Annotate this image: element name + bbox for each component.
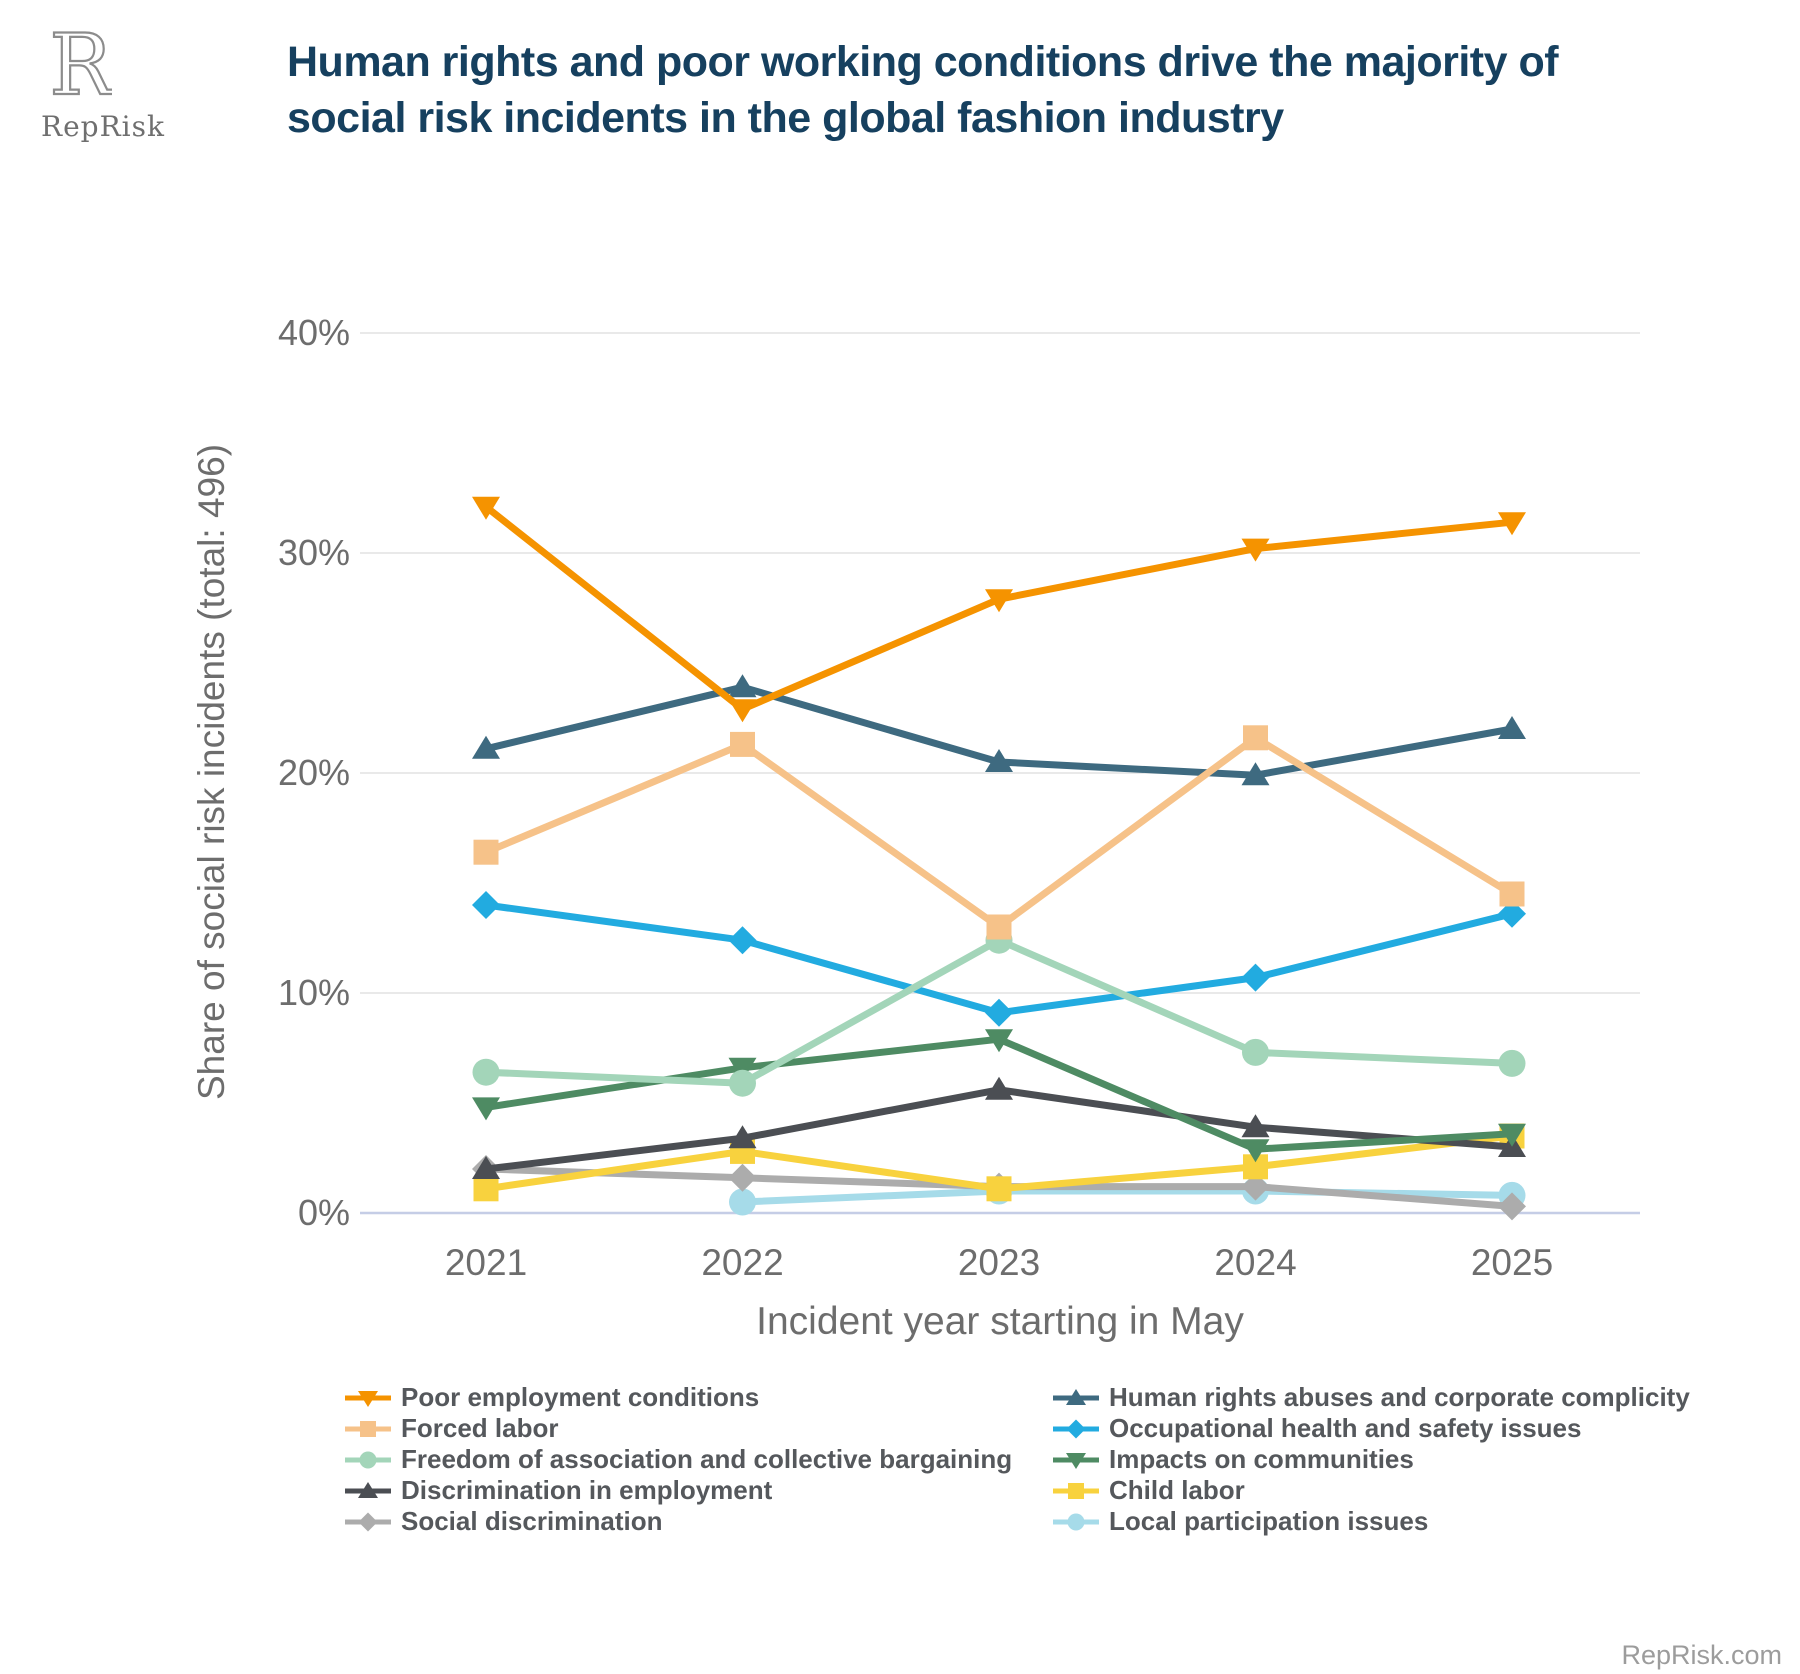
legend-item-impacts-on-communities: Impacts on communities <box>1053 1444 1773 1475</box>
legend-label-discrimination-in-employment: Discrimination in employment <box>401 1475 773 1505</box>
series-discrimination-in-employment-marker <box>1241 1114 1270 1138</box>
series-discrimination-in-employment-marker <box>985 1076 1013 1100</box>
series-forced-labor-marker <box>473 839 499 865</box>
series-forced-labor-marker <box>1243 725 1268 751</box>
series-discrimination-in-employment-marker <box>472 1156 500 1179</box>
legend-label-freedom-of-association: Freedom of association and collective ba… <box>401 1444 1013 1474</box>
footer-link: RepRisk.com <box>1621 1640 1782 1670</box>
series-occupational-health-safety-marker <box>728 926 757 955</box>
series-social-discrimination-marker <box>1241 1172 1270 1201</box>
series-poor-employment-conditions-marker <box>985 589 1013 613</box>
series-poor-employment-conditions-marker <box>472 496 500 520</box>
svg-text:R: R <box>50 20 112 112</box>
series-poor-employment-conditions-marker <box>1241 538 1270 562</box>
legend-label-impacts-on-communities: Impacts on communities <box>1109 1444 1414 1474</box>
y-tick-40%: 40% <box>277 312 350 353</box>
human-rights-abuses-legend-icon <box>1053 1388 1099 1405</box>
child-labor-legend-icon <box>1053 1482 1099 1499</box>
series-impacts-on-communities-marker <box>1241 1139 1270 1163</box>
series-occupational-health-safety-marker <box>985 998 1013 1027</box>
freedom-of-association-legend-icon <box>345 1451 391 1468</box>
legend-item-poor-employment-conditions: Poor employment conditions <box>345 1382 1045 1413</box>
series-occupational-health-safety-marker <box>472 891 500 919</box>
x-tick-2023: 2023 <box>957 1242 1041 1283</box>
series-freedom-of-association-marker <box>1242 1038 1269 1066</box>
y-tick-20%: 20% <box>277 752 350 793</box>
page-title-line1: Human rights and poor working conditions… <box>287 38 1559 86</box>
discrimination-in-employment-legend-icon <box>345 1481 391 1498</box>
x-tick-2024: 2024 <box>1214 1242 1297 1283</box>
x-tick-2025: 2025 <box>1470 1242 1554 1283</box>
series-forced-labor-marker <box>1499 881 1525 907</box>
series-human-rights-abuses-marker <box>1241 762 1270 786</box>
x-axis-title: Incident year starting in May <box>756 1300 1244 1343</box>
legend-label-forced-labor: Forced labor <box>401 1413 559 1443</box>
series-human-rights-abuses-marker <box>985 749 1013 772</box>
legend-column-right: Human rights abuses and corporate compli… <box>1053 1382 1773 1537</box>
series-occupational-health-safety-marker <box>1241 963 1270 992</box>
y-tick-0%: 0% <box>297 1192 350 1233</box>
series-poor-employment-conditions-marker <box>1498 512 1526 536</box>
series-occupational-health-safety-marker <box>1498 899 1526 928</box>
series-impacts-on-communities-marker <box>985 1029 1013 1053</box>
series-forced-labor-marker <box>730 731 755 757</box>
x-tick-2022: 2022 <box>701 1242 784 1283</box>
series-child-labor-marker <box>473 1176 499 1202</box>
legend-item-human-rights-abuses: Human rights abuses and corporate compli… <box>1053 1382 1773 1413</box>
series-freedom-of-association-marker <box>472 1058 500 1086</box>
legend-item-social-discrimination: Social discrimination <box>345 1506 1045 1537</box>
legend-item-occupational-health-safety: Occupational health and safety issues <box>1053 1413 1773 1444</box>
series-impacts-on-communities-marker <box>728 1057 757 1081</box>
series-local-participation-issues-marker <box>729 1188 756 1216</box>
poor-employment-conditions-legend-icon <box>345 1390 391 1407</box>
page-title: Human rights and poor working conditions… <box>287 34 1707 146</box>
page-title-line2: social risk incidents in the global fash… <box>287 94 1284 142</box>
reprisk-logo-icon: R <box>48 15 116 115</box>
series-impacts-on-communities-marker <box>472 1097 500 1121</box>
series-human-rights-abuses-marker <box>728 674 757 698</box>
legend-label-child-labor: Child labor <box>1109 1475 1245 1505</box>
local-participation-issues-legend-icon <box>1053 1513 1099 1530</box>
reprisk-logo-text: RepRisk <box>41 110 165 143</box>
series-freedom-of-association-marker <box>1498 1049 1526 1077</box>
legend-label-poor-employment-conditions: Poor employment conditions <box>401 1382 760 1412</box>
legend-column-left: Poor employment conditions Forced labor Fr… <box>345 1382 1045 1537</box>
y-tick-10%: 10% <box>277 972 350 1013</box>
y-tick-30%: 30% <box>277 532 350 573</box>
series-discrimination-in-employment-marker <box>728 1125 757 1149</box>
series-forced-labor-marker <box>986 914 1012 940</box>
legend-item-local-participation-issues: Local participation issues <box>1053 1506 1773 1537</box>
legend-item-forced-labor: Forced labor <box>345 1413 1045 1444</box>
series-social-discrimination-marker <box>728 1163 757 1192</box>
legend-item-discrimination-in-employment: Discrimination in employment <box>345 1475 1045 1506</box>
legend-label-social-discrimination: Social discrimination <box>401 1506 663 1536</box>
legend-label-local-participation-issues: Local participation issues <box>1109 1506 1429 1536</box>
legend-item-child-labor: Child labor <box>1053 1475 1773 1506</box>
x-tick-2021: 2021 <box>444 1242 528 1283</box>
series-human-rights-abuses-marker <box>472 735 500 759</box>
legend-label-human-rights-abuses: Human rights abuses and corporate compli… <box>1109 1382 1690 1412</box>
legend-label-occupational-health-safety: Occupational health and safety issues <box>1109 1413 1582 1443</box>
series-poor-employment-conditions-marker <box>728 699 757 723</box>
impacts-on-communities-legend-icon <box>1053 1452 1099 1469</box>
social-discrimination-legend-icon <box>345 1512 391 1531</box>
series-child-labor-marker <box>986 1176 1012 1202</box>
series-impacts-on-communities-marker <box>1498 1123 1526 1147</box>
series-freedom-of-association-marker <box>729 1069 756 1097</box>
series-social-discrimination-marker <box>1498 1192 1526 1221</box>
series-human-rights-abuses-marker <box>1498 716 1526 739</box>
legend-item-freedom-of-association: Freedom of association and collective ba… <box>345 1444 1045 1475</box>
forced-labor-legend-icon <box>345 1420 391 1437</box>
occupational-health-safety-legend-icon <box>1053 1419 1099 1438</box>
